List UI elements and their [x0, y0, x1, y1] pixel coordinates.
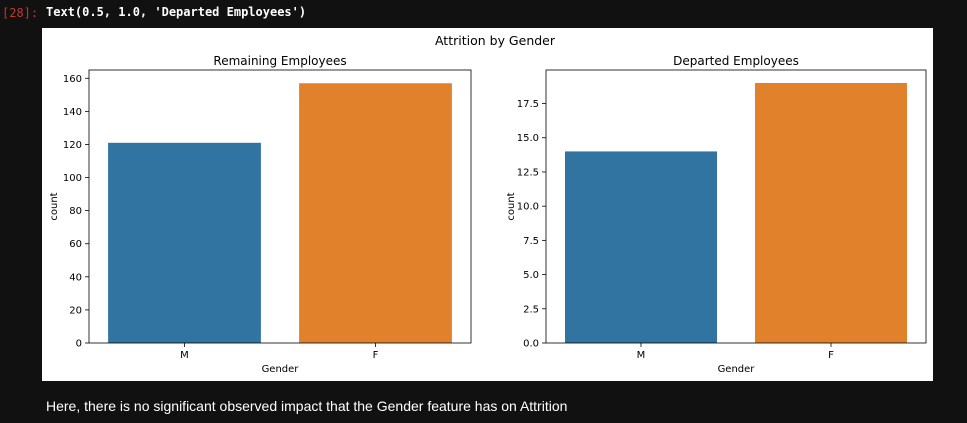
y-tick-label: 0	[76, 339, 82, 350]
output-text: Text(0.5, 1.0, 'Departed Employees')	[46, 5, 307, 19]
y-tick-label: 15.0	[517, 133, 539, 144]
bar-m	[108, 142, 261, 343]
execution-count: [28]:	[2, 6, 39, 20]
bar-m	[565, 151, 717, 343]
y-tick-label: 17.5	[517, 99, 539, 110]
y-tick-label: 2.5	[523, 304, 539, 315]
markdown-text: Here, there is no significant observed i…	[46, 398, 568, 414]
x-tick-label: M	[180, 350, 189, 361]
y-tick-label: 140	[63, 107, 82, 118]
y-tick-label: 120	[63, 140, 82, 151]
y-tick-label: 10.0	[517, 202, 539, 213]
figure: Attrition by Gender 0 20 40 60 80 100 120 140 16…	[42, 28, 933, 381]
y-tick-label: 0.0	[523, 339, 539, 350]
chart-title: Departed Employees	[673, 54, 799, 68]
y-tick-label: 12.5	[517, 167, 539, 178]
chart-title: Remaining Employees	[213, 54, 346, 68]
y-tick-label: 40	[69, 272, 82, 283]
x-tick-label: M	[637, 350, 646, 361]
x-tick-label: F	[373, 350, 379, 361]
chart-2: 0.0 2.5 5.0 7.5 10.0 12.5 15.0 17.5 M F Departed E…	[506, 54, 927, 375]
y-tick-label: 7.5	[523, 236, 539, 247]
y-tick-label: 80	[69, 206, 82, 217]
cell-output-row: [28]: Text(0.5, 1.0, 'Departed Employees…	[0, 0, 967, 24]
bar-f	[755, 83, 907, 343]
x-tick-label: F	[828, 350, 834, 361]
y-tick-label: 5.0	[523, 270, 539, 281]
y-axis-label: count	[506, 192, 517, 220]
figure-suptitle: Attrition by Gender	[435, 33, 556, 48]
y-tick-label: 60	[69, 239, 82, 250]
y-tick-label: 160	[63, 74, 82, 85]
y-tick-label: 100	[63, 173, 82, 184]
axes-frame	[88, 69, 472, 344]
y-tick-label: 20	[69, 305, 82, 316]
chart-1: 0 20 40 60 80 100 120 140 160 M F Remaining Employe…	[49, 54, 472, 375]
x-axis-label: Gender	[718, 364, 756, 375]
figure-canvas: Attrition by Gender 0 20 40 60 80 100 120 140 16…	[49, 33, 927, 375]
x-axis-label: Gender	[262, 364, 300, 375]
y-axis-label: count	[49, 192, 60, 220]
bar-f	[299, 83, 452, 343]
